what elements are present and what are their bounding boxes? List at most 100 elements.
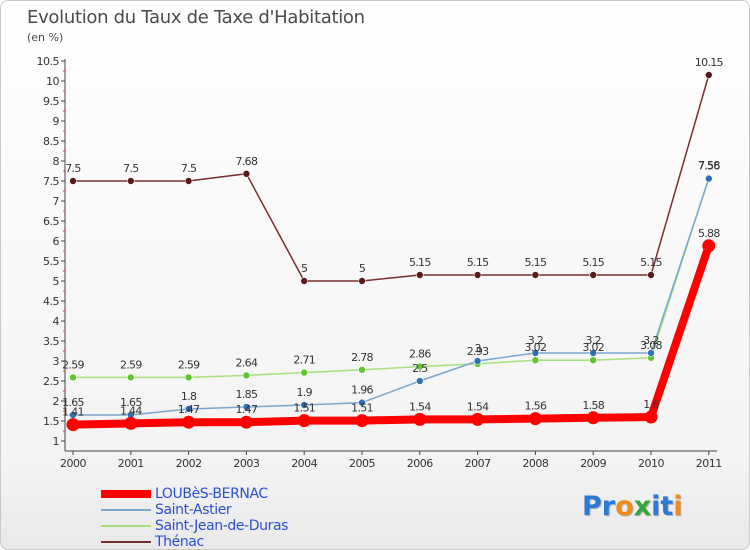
data-point [644,410,658,424]
data-point [127,177,135,185]
data-point [704,174,713,183]
proxiti-logo: Proxiti [582,491,683,522]
data-label: 1.54 [467,400,489,413]
data-point [413,412,427,426]
data-point [300,401,309,409]
series-line [72,74,710,282]
data-point [242,403,251,411]
data-point [586,411,600,425]
data-point [471,412,485,426]
data-point [242,371,251,380]
data-point [473,271,482,279]
legend-label: LOUBèS-BERNAC [155,486,268,502]
logo-letter: x [633,491,652,522]
data-label: 2.78 [351,351,373,364]
data-point [704,71,713,79]
data-point [66,418,80,432]
y-tick-label: 9.5 [43,95,59,108]
data-point [647,271,655,279]
x-tick-label: 2001 [118,457,144,470]
data-label: 1.54 [409,400,431,413]
y-tick-label: 8 [53,155,60,168]
data-label: 7.5 [181,162,197,175]
data-label: 1.6 [643,398,659,411]
data-label: 2.64 [236,356,258,369]
data-label: 2.93 [467,345,489,358]
y-tick-label: 6 [53,235,60,248]
x-tick-label: 2007 [465,457,491,470]
data-label: 2.71 [293,354,315,367]
data-point [702,239,716,253]
legend-label: Saint-Astier [155,502,232,518]
data-point [415,362,424,371]
data-point [358,277,366,285]
legend-label: Thénac [155,534,204,550]
logo-letter: r [601,491,616,522]
data-label: 3.08 [640,339,662,352]
data-point [589,356,598,365]
data-label: 3.2 [528,334,543,347]
y-tick-label: 8.5 [43,135,59,148]
y-tick-label: 10.5 [37,55,60,68]
data-label: 1.8 [181,390,197,403]
x-tick-label: 2009 [580,457,606,470]
data-point [239,415,253,429]
y-tick-label: 2.5 [43,375,59,388]
x-tick-label: 2010 [638,457,664,470]
y-tick-label: 9 [53,115,60,128]
y-tick-label: 4 [53,315,60,328]
logo-letter: i [673,491,683,522]
data-label: 1.56 [525,400,547,413]
y-tick-label: 1.5 [43,415,59,428]
data-point [184,373,193,382]
data-point [415,271,424,279]
data-point [127,373,135,382]
y-tick-label: 7 [53,195,60,208]
data-point [297,414,311,428]
data-point [589,271,598,279]
y-tick-label: 3.5 [43,335,59,348]
y-tick-label: 6.5 [43,215,59,228]
legend-label: Saint-Jean-de-Duras [155,518,289,534]
data-point [300,277,309,285]
data-label: 1.47 [178,403,200,416]
data-label: 5.15 [640,256,662,269]
data-point [69,373,77,382]
data-label: 3.2 [643,334,658,347]
y-tick-label: 5.5 [43,255,59,268]
data-label: 2.59 [178,358,200,371]
data-label: 7.5 [65,162,81,175]
data-label: 1.47 [236,403,258,416]
logo-letter: t [660,491,674,522]
data-point [69,177,77,185]
y-tick-label: 3 [53,355,60,368]
data-label: 2.5 [412,362,428,375]
y-tick-label: 2 [53,395,60,408]
data-label: 5.15 [409,256,431,269]
data-point [242,170,251,178]
data-label: 1.44 [120,404,142,417]
data-label: 7.68 [236,155,258,168]
data-point [528,412,542,426]
data-label: 5.15 [525,256,547,269]
data-point [124,416,138,430]
y-tick-label: 7.5 [43,175,59,188]
data-point [589,349,598,357]
data-label: 3.02 [582,341,604,354]
data-label: 1.58 [582,399,604,412]
data-label: 7.5 [123,162,139,175]
data-point [355,414,369,428]
logo-letter: P [582,491,602,522]
data-label: 1.85 [236,388,258,401]
series-line [72,177,710,416]
data-label: 2.86 [409,348,431,361]
y-tick-label: 4.5 [43,295,59,308]
data-label: 7.58 [698,159,720,172]
data-label: 1.96 [351,384,373,397]
data-point [182,415,196,429]
data-label: 3 [474,342,481,355]
y-tick-label: 10 [46,75,59,88]
x-tick-label: 2002 [176,457,202,470]
data-label: 1.41 [62,406,84,419]
